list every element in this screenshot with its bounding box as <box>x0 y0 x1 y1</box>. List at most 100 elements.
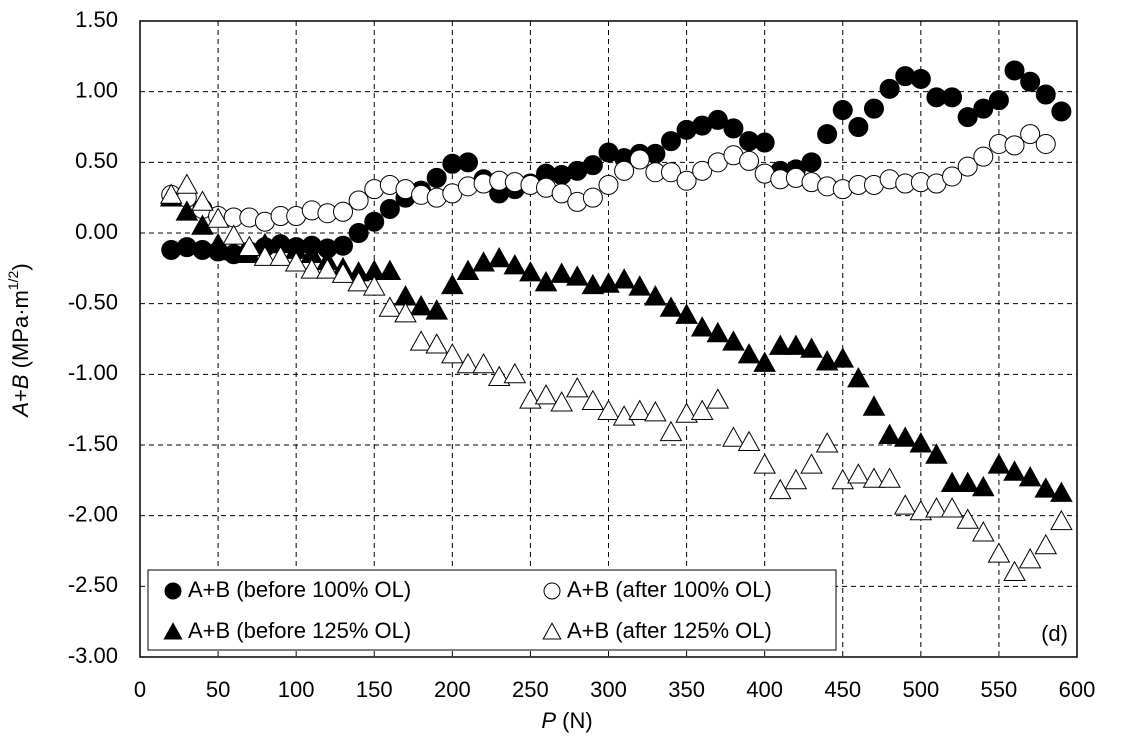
marker <box>581 273 605 295</box>
y-tick-label: 0.50 <box>75 148 118 173</box>
marker <box>222 224 245 245</box>
x-tick-label: 50 <box>206 677 230 702</box>
marker <box>768 334 792 355</box>
x-tick-label: 250 <box>512 677 549 702</box>
marker <box>519 261 542 282</box>
marker <box>753 351 776 372</box>
marker <box>379 198 400 219</box>
legend-box <box>147 569 837 651</box>
marker <box>612 405 636 426</box>
marker <box>878 467 901 488</box>
marker <box>534 384 558 405</box>
marker <box>565 376 589 398</box>
marker <box>690 399 714 420</box>
marker <box>441 343 464 364</box>
marker <box>973 98 994 119</box>
marker <box>333 235 354 256</box>
x-tick-label: 0 <box>134 677 146 702</box>
marker <box>879 78 900 99</box>
marker <box>925 497 948 518</box>
y-tick-label: -1.50 <box>68 431 118 456</box>
marker <box>925 443 948 464</box>
marker <box>425 299 449 320</box>
marker <box>800 337 823 358</box>
legend-marker <box>164 582 182 600</box>
marker <box>801 152 822 173</box>
marker <box>629 149 650 170</box>
marker <box>940 497 964 518</box>
marker <box>378 259 402 281</box>
marker <box>737 430 761 452</box>
marker <box>612 268 636 289</box>
marker <box>269 245 292 266</box>
marker <box>723 118 744 139</box>
marker <box>893 494 917 515</box>
marker <box>503 362 527 384</box>
marker <box>706 321 730 343</box>
marker <box>362 275 386 296</box>
x-tick-label: 350 <box>668 677 705 702</box>
y-tick-label: -2.50 <box>68 572 118 597</box>
y-label-part: ) <box>8 263 33 270</box>
marker <box>817 124 838 145</box>
marker <box>972 521 995 542</box>
marker <box>364 211 385 232</box>
marker <box>956 471 979 493</box>
marker <box>1003 460 1026 481</box>
marker <box>659 296 683 317</box>
marker <box>644 401 667 422</box>
x-label-part: (N) <box>556 708 593 733</box>
legend-label: A+B (before 125% OL) <box>188 618 411 643</box>
marker <box>957 107 978 128</box>
marker <box>942 166 963 187</box>
marker <box>1004 60 1025 81</box>
marker <box>987 453 1011 474</box>
y-label-part: (MPa·m <box>8 290 33 374</box>
x-tick-label: 100 <box>278 677 315 702</box>
marker <box>644 285 667 306</box>
marker <box>1050 481 1073 502</box>
marker <box>331 262 355 283</box>
marker <box>675 303 698 324</box>
marker <box>878 423 901 444</box>
marker <box>988 90 1009 111</box>
marker <box>753 453 776 474</box>
y-label-part: + <box>8 389 33 402</box>
marker <box>784 334 808 355</box>
x-tick-label: 150 <box>356 677 393 702</box>
marker <box>472 352 495 374</box>
marker <box>660 162 681 183</box>
y-label-part: A <box>8 402 33 419</box>
y-label-part: B <box>8 374 33 389</box>
marker <box>706 388 730 409</box>
marker <box>394 302 417 323</box>
marker <box>409 330 433 351</box>
marker <box>815 350 839 371</box>
marker <box>722 426 745 447</box>
marker <box>675 402 698 423</box>
marker <box>910 68 931 89</box>
legend-label: A+B (before 100% OL) <box>188 577 411 602</box>
marker <box>973 146 994 167</box>
marker <box>692 160 713 181</box>
marker <box>284 251 308 272</box>
marker <box>253 245 277 266</box>
marker <box>550 262 573 283</box>
y-tick-label: -3.00 <box>68 643 118 668</box>
y-tick-label: -2.00 <box>68 501 118 526</box>
x-tick-label: 450 <box>824 677 861 702</box>
marker <box>565 265 589 286</box>
marker <box>831 347 855 368</box>
marker <box>832 100 853 121</box>
x-axis-label: P (N) <box>541 708 592 733</box>
marker <box>598 174 619 195</box>
plot-frame <box>139 20 1078 658</box>
y-tick-label: 1.00 <box>75 77 118 102</box>
x-tick-label: 200 <box>434 677 471 702</box>
x-tick-label: 400 <box>746 677 783 702</box>
marker <box>1004 135 1025 156</box>
x-tick-label: 600 <box>1059 677 1096 702</box>
marker <box>848 117 869 137</box>
y-tick-label: 0.00 <box>75 219 118 244</box>
